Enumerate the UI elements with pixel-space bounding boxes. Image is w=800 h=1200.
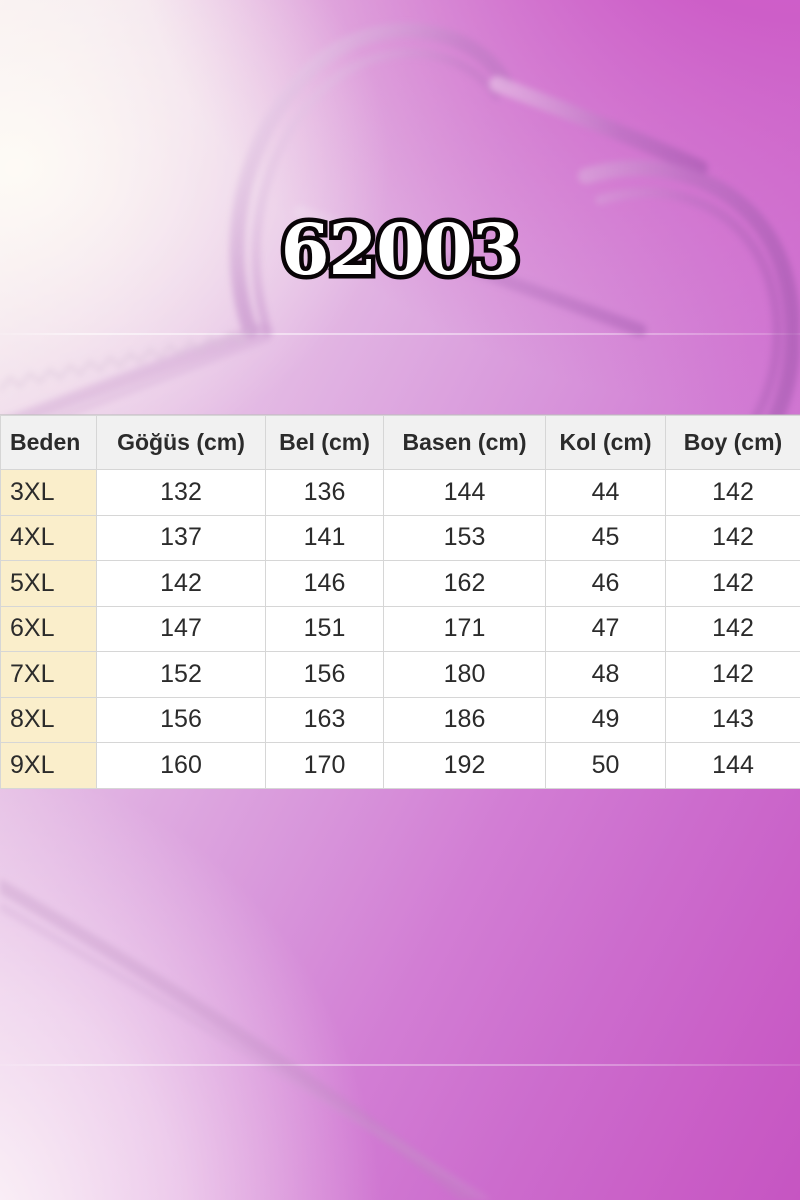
cell-size: 7XL: [0, 651, 97, 698]
cell-basen: 144: [383, 469, 546, 516]
page-title: 62003: [0, 208, 800, 291]
cell-gogus: 152: [96, 651, 266, 698]
cell-basen: 192: [383, 742, 546, 789]
column-header-gogus: Göğüs (cm): [96, 415, 266, 470]
table-row: 6XL 147 151 171 47 142: [0, 605, 800, 652]
cell-bel: 151: [265, 605, 384, 652]
cell-bel: 136: [265, 469, 384, 516]
surface-seam-line-bottom: [0, 1064, 800, 1066]
size-chart-panel: Beden Göğüs (cm) Bel (cm) Basen (cm) Kol…: [0, 415, 800, 789]
style-number-label: 62003: [276, 208, 525, 291]
cell-boy: 142: [665, 605, 800, 652]
table-header-row: Beden Göğüs (cm) Bel (cm) Basen (cm) Kol…: [0, 415, 800, 470]
cell-kol: 48: [545, 651, 666, 698]
cell-gogus: 142: [96, 560, 266, 607]
cell-size: 5XL: [0, 560, 97, 607]
table-row: 7XL 152 156 180 48 142: [0, 651, 800, 698]
column-header-bel: Bel (cm): [265, 415, 384, 470]
cell-bel: 163: [265, 696, 384, 743]
cell-gogus: 132: [96, 469, 266, 516]
cell-bel: 141: [265, 514, 384, 561]
size-chart-table: Beden Göğüs (cm) Bel (cm) Basen (cm) Kol…: [0, 415, 800, 789]
cell-kol: 46: [545, 560, 666, 607]
table-row: 9XL 160 170 192 50 144: [0, 742, 800, 789]
cell-size: 9XL: [0, 742, 97, 789]
table-row: 3XL 132 136 144 44 142: [0, 469, 800, 516]
cell-basen: 162: [383, 560, 546, 607]
cell-boy: 144: [665, 742, 800, 789]
cell-gogus: 147: [96, 605, 266, 652]
column-header-basen: Basen (cm): [383, 415, 546, 470]
column-header-kol: Kol (cm): [545, 415, 666, 470]
column-header-beden: Beden: [0, 415, 97, 470]
cell-bel: 170: [265, 742, 384, 789]
cell-bel: 156: [265, 651, 384, 698]
cell-size: 4XL: [0, 514, 97, 561]
table-row: 5XL 142 146 162 46 142: [0, 560, 800, 607]
cell-basen: 180: [383, 651, 546, 698]
cell-size: 8XL: [0, 696, 97, 743]
cell-kol: 49: [545, 696, 666, 743]
cell-kol: 50: [545, 742, 666, 789]
cell-size: 3XL: [0, 469, 97, 516]
table-row: 8XL 156 163 186 49 143: [0, 696, 800, 743]
cell-gogus: 156: [96, 696, 266, 743]
cell-size: 6XL: [0, 605, 97, 652]
cell-kol: 44: [545, 469, 666, 516]
table-row: 4XL 137 141 153 45 142: [0, 514, 800, 561]
cell-boy: 142: [665, 651, 800, 698]
cell-basen: 171: [383, 605, 546, 652]
cell-kol: 47: [545, 605, 666, 652]
column-header-boy: Boy (cm): [665, 415, 800, 470]
cell-boy: 143: [665, 696, 800, 743]
cell-boy: 142: [665, 514, 800, 561]
cell-gogus: 137: [96, 514, 266, 561]
cell-kol: 45: [545, 514, 666, 561]
cell-basen: 153: [383, 514, 546, 561]
cell-basen: 186: [383, 696, 546, 743]
surface-seam-line-top: [0, 333, 800, 335]
cell-bel: 146: [265, 560, 384, 607]
cell-gogus: 160: [96, 742, 266, 789]
table-body: 3XL 132 136 144 44 142 4XL 137 141 153 4…: [0, 469, 800, 789]
cell-boy: 142: [665, 560, 800, 607]
cell-boy: 142: [665, 469, 800, 516]
